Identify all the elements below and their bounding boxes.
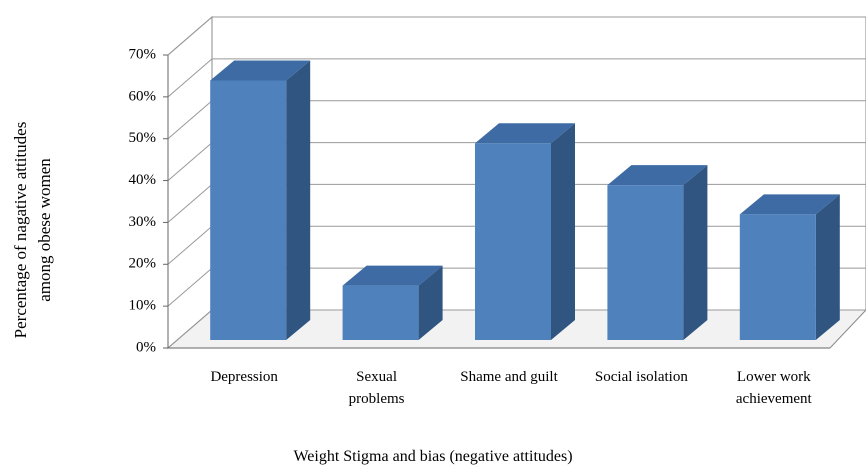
grid-line xyxy=(167,225,213,265)
x-tick-label: Shame and guilt xyxy=(460,369,558,385)
y-axis-label: among obese women xyxy=(35,158,54,302)
bar xyxy=(342,285,419,340)
bar-side xyxy=(815,194,840,340)
grid-line xyxy=(167,184,213,223)
x-tick-label: Lower work achievement xyxy=(735,369,812,407)
grid-line xyxy=(167,100,213,140)
y-axis-label: Percentage of nagative attitudes xyxy=(11,122,30,339)
x-axis-label: Weight Stigma and bias (negative attitud… xyxy=(293,448,573,465)
y-tick-label: 20% xyxy=(129,256,157,272)
grid-line xyxy=(167,58,213,98)
y-tick-label: 30% xyxy=(129,214,157,230)
bar-top xyxy=(210,60,311,81)
y-tick-label: 10% xyxy=(129,298,157,314)
y-tick-label: 50% xyxy=(129,130,157,146)
x-tick-label: Social isolation xyxy=(594,369,688,385)
bar-top xyxy=(607,165,708,186)
y-tick-label: 60% xyxy=(129,88,157,104)
y-tick-label: 70% xyxy=(129,46,157,62)
bar xyxy=(739,214,816,340)
grid-line xyxy=(167,267,213,307)
grid-line xyxy=(167,142,213,181)
bar-side xyxy=(551,123,575,341)
grid-line xyxy=(167,16,213,56)
bar-side xyxy=(418,265,443,340)
bar-side xyxy=(683,165,708,340)
bar-top xyxy=(342,265,443,286)
bar-side xyxy=(286,60,311,340)
x-tick-label: Depression xyxy=(210,369,278,385)
x-tick-label: Sexual problems xyxy=(348,369,405,407)
grid-line xyxy=(167,309,213,349)
bar-top xyxy=(475,123,575,144)
y-tick-label: 40% xyxy=(129,172,157,188)
bar xyxy=(607,185,684,340)
side-wall xyxy=(167,15,213,350)
bar xyxy=(475,143,551,340)
bar xyxy=(210,80,287,340)
bar-top xyxy=(739,194,840,215)
y-tick-label: 0% xyxy=(136,339,156,355)
